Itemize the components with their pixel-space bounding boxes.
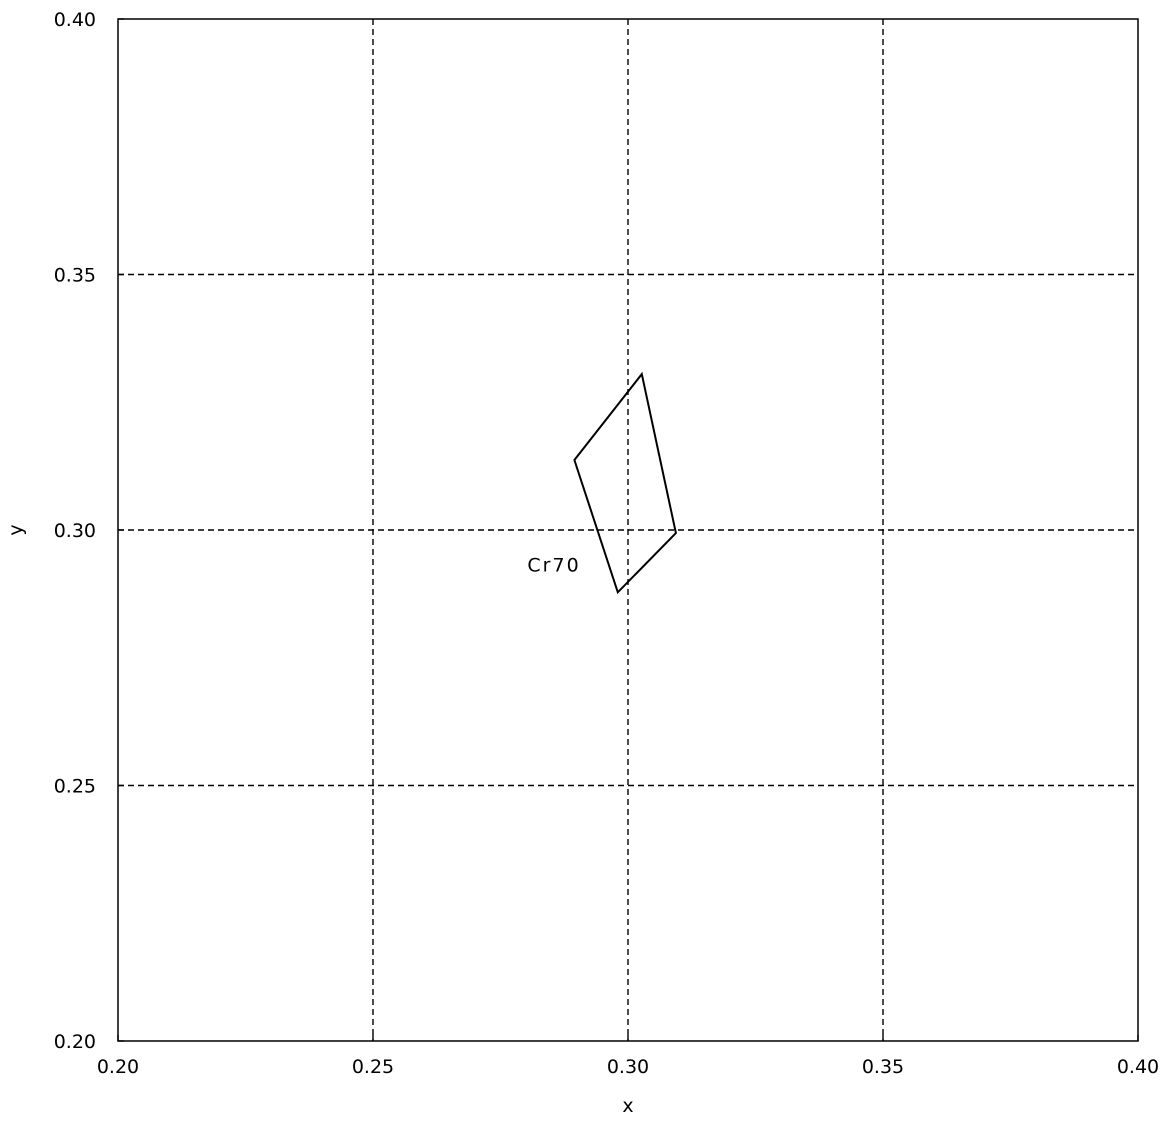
x-axis-title: x bbox=[622, 1095, 633, 1117]
x-tick-label: 0.25 bbox=[352, 1056, 394, 1078]
series-0-outline bbox=[573, 371, 677, 595]
y-tick-label: 0.25 bbox=[54, 776, 96, 798]
grid bbox=[118, 19, 1138, 1041]
y-tick-label: 0.35 bbox=[54, 265, 96, 287]
x-tick-label: 0.20 bbox=[97, 1056, 139, 1078]
x-tick-label: 0.40 bbox=[1117, 1056, 1159, 1078]
tick-labels: 0.20 0.25 0.30 0.35 0.40 0.20 0.25 0.30 0.35 0.40 bbox=[54, 9, 1159, 1078]
x-tick-label: 0.30 bbox=[607, 1056, 649, 1078]
annotation-label: Cr70 bbox=[527, 555, 580, 577]
annotations: Cr70 bbox=[527, 555, 580, 577]
y-axis-title: y bbox=[5, 524, 27, 535]
tick-marks bbox=[117, 18, 1139, 1042]
y-tick-label: 0.40 bbox=[54, 9, 96, 31]
y-tick-label: 0.30 bbox=[54, 520, 96, 542]
y-tick-label: 0.20 bbox=[54, 1031, 96, 1053]
x-tick-label: 0.35 bbox=[862, 1056, 904, 1078]
series bbox=[573, 371, 677, 595]
